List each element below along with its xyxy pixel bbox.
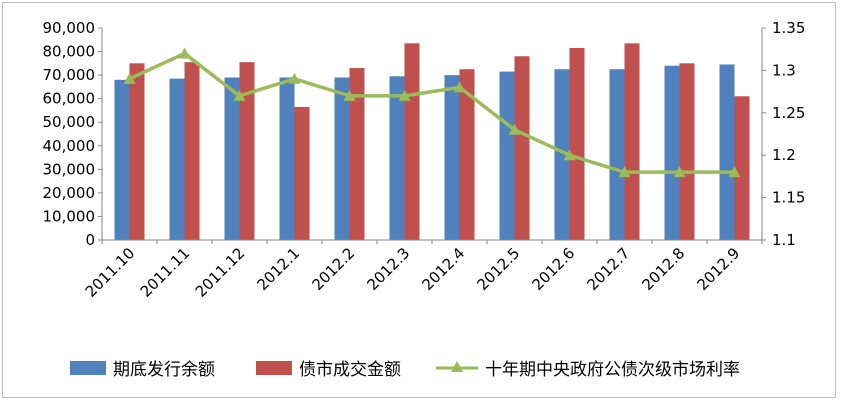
bar-series-2 (734, 96, 750, 240)
plot-area (114, 43, 750, 241)
left-tick-label: 60,000 (43, 90, 96, 108)
bar-series-2 (294, 106, 310, 241)
legend-label-series-1: 期底发行余额 (113, 360, 215, 380)
bar-series-1 (554, 69, 570, 240)
x-tick-label: 2012.1 (253, 244, 303, 294)
bar-series-2 (514, 56, 530, 241)
legend-swatch-series-2 (256, 361, 292, 375)
line-point-series-3 (563, 149, 576, 161)
line-point-series-3 (398, 89, 411, 101)
x-tick-label: 2012.9 (693, 244, 743, 294)
left-tick-label: 30,000 (43, 160, 96, 178)
right-tick-label: 1.3 (772, 61, 796, 79)
x-tick-label: 2011.11 (137, 244, 194, 301)
left-y-axis: 0 10,000 20,000 30,000 40,000 50,000 60,000 70,… (43, 19, 103, 249)
line-point-series-3 (728, 166, 741, 178)
x-tick-label: 2011.10 (82, 244, 139, 301)
bar-series-2 (239, 62, 255, 241)
bar-series-2 (569, 48, 585, 241)
left-tick-label: 40,000 (43, 137, 96, 155)
line-point-series-3 (343, 89, 356, 101)
line-series-3 (128, 51, 735, 174)
legend: 期底发行余额 债市成交金额 十年期中央政府公债次级市场利率 (70, 360, 740, 380)
bar-series-2 (404, 43, 420, 240)
left-tick-label: 50,000 (43, 113, 96, 131)
left-tick-label: 90,000 (43, 19, 96, 37)
right-y-axis: 1.1 1.15 1.2 1.25 1.3 1.35 (761, 19, 805, 249)
line-point-series-3 (178, 47, 191, 59)
right-tick-label: 1.1 (772, 231, 796, 249)
bar-series-1 (114, 79, 130, 240)
right-tick-label: 1.25 (772, 104, 805, 122)
line-point-series-3 (673, 166, 686, 178)
x-tick-label: 2012.7 (583, 244, 633, 294)
bar-series-1 (224, 77, 240, 240)
x-tick-label: 2012.5 (473, 244, 523, 294)
bar-series-2 (679, 63, 695, 241)
left-tick-label: 70,000 (43, 66, 96, 84)
bar-series-2 (129, 63, 145, 241)
line-point-series-3 (288, 72, 301, 84)
bar-series-1 (334, 77, 350, 240)
left-tick-label: 0 (85, 231, 95, 249)
right-tick-label: 1.15 (772, 189, 805, 207)
legend-label-series-2: 债市成交金额 (299, 360, 401, 380)
bar-series-2 (349, 68, 365, 241)
left-tick-label: 80,000 (43, 43, 96, 61)
bar-series-1 (609, 69, 625, 240)
legend-swatch-series-1 (70, 361, 106, 375)
right-tick-label: 1.2 (772, 146, 796, 164)
left-tick-label: 10,000 (43, 207, 96, 225)
line-point-series-3 (453, 81, 466, 93)
bar-series-1 (664, 65, 680, 240)
bar-series-1 (499, 71, 515, 240)
x-tick-label: 2012.8 (638, 244, 688, 294)
x-tick-label: 2012.4 (418, 244, 468, 294)
bar-series-1 (169, 78, 185, 241)
legend-label-series-3: 十年期中央政府公债次级市场利率 (485, 360, 740, 380)
line-point-series-3 (618, 166, 631, 178)
bar-series-1 (719, 64, 735, 240)
x-tick-label: 2012.6 (528, 244, 578, 294)
bar-series-2 (624, 43, 640, 240)
bar-series-1 (389, 76, 405, 241)
x-tick-label: 2012.3 (363, 244, 413, 294)
left-tick-label: 20,000 (43, 184, 96, 202)
bar-series-2 (459, 69, 475, 240)
line-point-series-3 (233, 89, 246, 101)
right-tick-label: 1.35 (772, 19, 805, 37)
x-tick-label: 2012.2 (308, 244, 358, 294)
line-point-series-3 (508, 123, 521, 135)
line-point-series-3 (123, 72, 136, 84)
bar-series-1 (444, 75, 460, 240)
x-tick-label: 2011.12 (192, 244, 249, 301)
bar-series-2 (184, 62, 200, 241)
legend-marker-series-3 (451, 361, 463, 372)
bar-series-1 (279, 77, 295, 240)
